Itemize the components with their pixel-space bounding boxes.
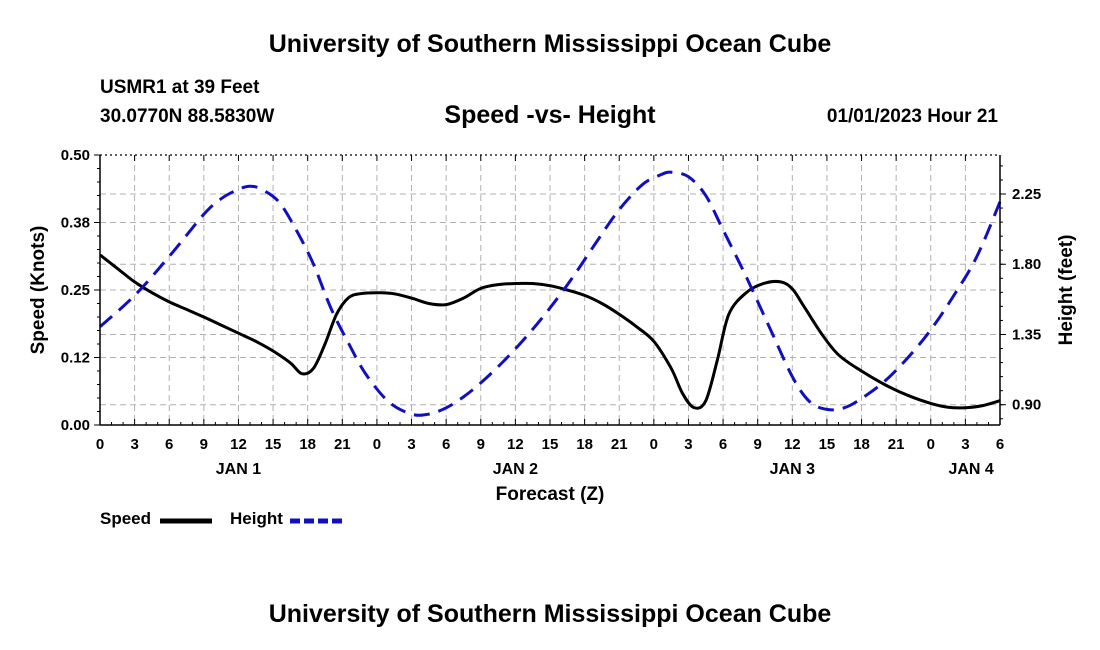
x-tick-label: 0	[927, 436, 935, 453]
day-label: JAN 2	[493, 461, 538, 478]
grid	[100, 155, 1000, 425]
height-series-line	[98, 170, 1002, 417]
x-tick-label: 9	[200, 436, 208, 453]
x-tick-label: 12	[230, 436, 247, 453]
footer-title: University of Southern Mississippi Ocean…	[268, 600, 832, 628]
x-tick-label: 6	[442, 436, 450, 453]
y-tick-label: 0.38	[61, 215, 90, 232]
y-tick-label: 0.12	[61, 350, 90, 367]
forecast-datetime: 01/01/2023 Hour 21	[826, 106, 998, 127]
legend-speed-label: Speed	[100, 509, 152, 528]
x-tick-label: 3	[961, 436, 969, 453]
speed-series-line	[99, 253, 1001, 410]
x-tick-label: 12	[507, 436, 524, 453]
x-tick-label: 21	[334, 436, 351, 453]
series-layer	[98, 170, 1002, 417]
y-tick-label: 0.50	[61, 147, 90, 164]
x-tick-label: 9	[754, 436, 762, 453]
x-tick-label: 9	[477, 436, 485, 453]
y2-tick-label: 1.80	[1012, 256, 1041, 273]
x-tick-label: 6	[165, 436, 173, 453]
x-axis-title: Forecast (Z)	[496, 484, 605, 505]
day-label: JAN 3	[770, 461, 815, 478]
day-label: JAN 1	[216, 461, 261, 478]
y2-tick-label: 2.25	[1012, 186, 1041, 203]
x-tick-label: 21	[888, 436, 905, 453]
legend-height-label: Height	[230, 509, 283, 528]
y-tick-label: 0.00	[61, 417, 90, 434]
y2-tick-label: 1.35	[1012, 326, 1041, 343]
y2-tick-label: 0.90	[1012, 397, 1041, 414]
x-tick-label: 3	[130, 436, 138, 453]
x-tick-label: 0	[96, 436, 104, 453]
x-tick-label: 3	[407, 436, 415, 453]
day-label: JAN 4	[948, 461, 993, 478]
x-tick-label: 6	[719, 436, 727, 453]
y-tick-label: 0.25	[61, 282, 90, 299]
x-tick-label: 15	[542, 436, 559, 453]
x-tick-label: 0	[373, 436, 381, 453]
axis-labels: Forecast (Z) Speed (Knots) Height (feet)…	[28, 147, 1077, 505]
x-tick-label: 15	[819, 436, 836, 453]
x-tick-label: 6	[996, 436, 1004, 453]
x-tick-label: 3	[684, 436, 692, 453]
x-tick-label: 0	[650, 436, 658, 453]
x-tick-label: 21	[611, 436, 628, 453]
plot-frame	[94, 154, 1006, 426]
x-tick-label: 15	[265, 436, 282, 453]
x-tick-label: 18	[853, 436, 870, 453]
x-tick-label: 18	[576, 436, 593, 453]
y2-axis-title: Height (feet)	[1056, 235, 1077, 346]
station-label: USMR1 at 39 Feet	[100, 77, 260, 98]
coordinates-label: 30.0770N 88.5830W	[100, 106, 275, 127]
x-tick-label: 12	[784, 436, 801, 453]
chart-subtitle: Speed -vs- Height	[444, 101, 656, 129]
x-tick-label: 18	[299, 436, 316, 453]
page-title: University of Southern Mississippi Ocean…	[268, 30, 832, 58]
y-axis-title: Speed (Knots)	[28, 226, 49, 355]
